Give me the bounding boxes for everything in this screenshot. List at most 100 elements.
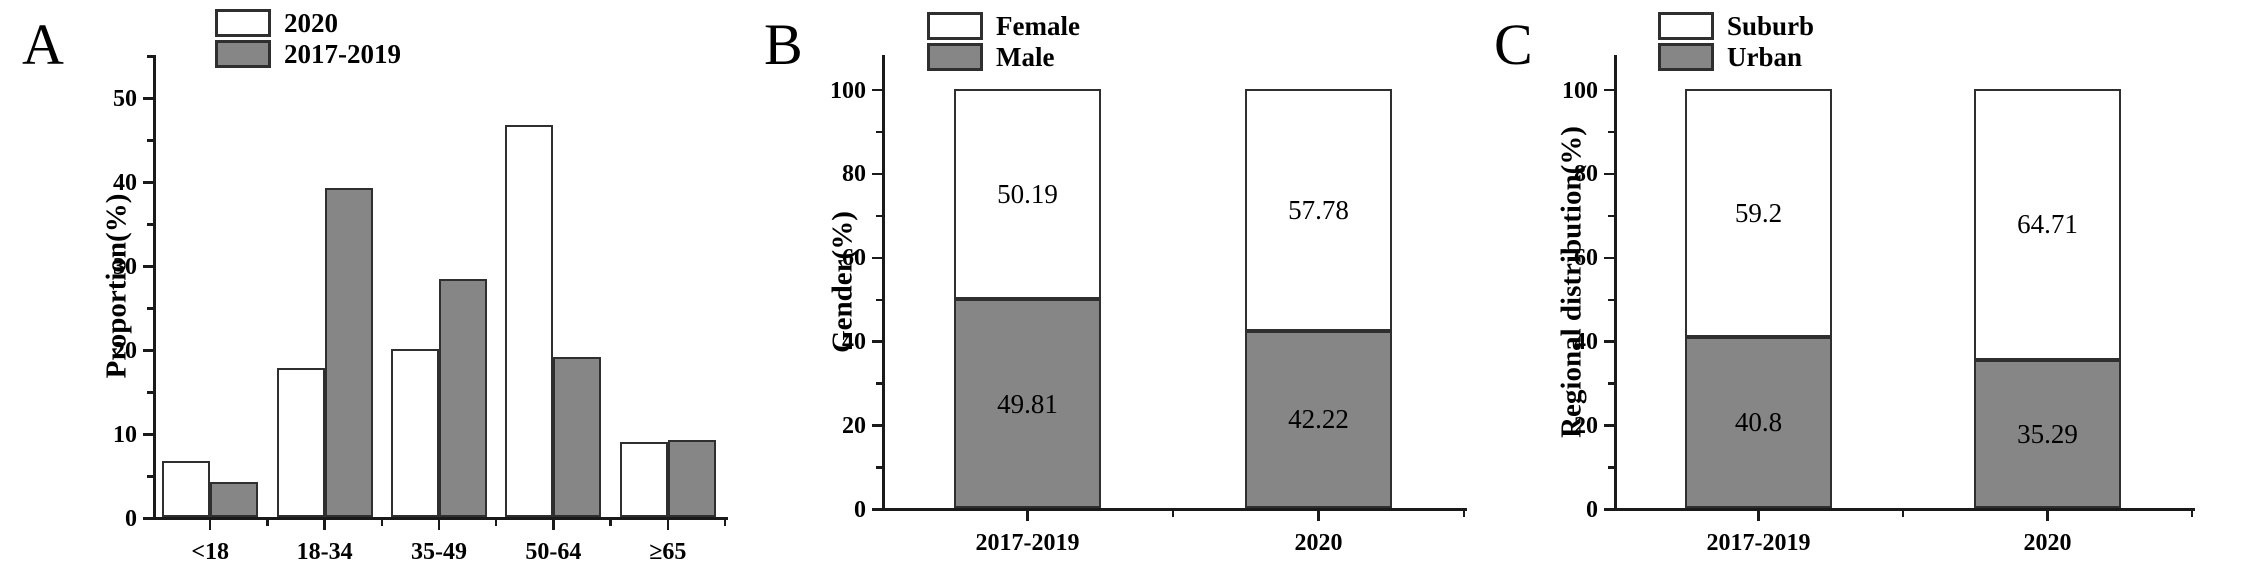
x-category-label-b-0: 2017-2019 [975, 530, 1080, 556]
y-major-tick-c [1604, 340, 1614, 343]
y-major-tick-a [143, 433, 153, 436]
bar-a-2017-2019-1 [324, 187, 373, 517]
x-major-tick-a [437, 520, 441, 530]
x-category-label-c-0: 2017-2019 [1706, 530, 1811, 556]
bar-a-2017-2019-4 [667, 439, 716, 517]
y-major-tick-b [872, 424, 882, 427]
x-category-label-a-2: 35-49 [411, 539, 467, 565]
y-minor-tick-b [876, 466, 882, 469]
y-major-tick-a [143, 265, 153, 268]
x-major-tick-a [323, 520, 326, 530]
x-category-label-a-4: ≥65 [649, 539, 687, 565]
y-major-tick-c [1604, 256, 1614, 260]
bar-a-2020-0 [162, 460, 211, 517]
y-minor-tick-c [1608, 382, 1614, 385]
panel-a: A Proportion(%) 2020 2017-2019 0 10 20 30 40 5… [0, 0, 760, 587]
legend-c: Suburb Urban [1658, 11, 1814, 73]
y-tick-label-c-20: 20 [1574, 413, 1598, 440]
x-minor-tick-a [494, 520, 498, 526]
legend-label-suburb: Suburb [1727, 11, 1815, 41]
bar-segment-b-female-0 [954, 88, 1101, 300]
y-major-tick-b [872, 172, 882, 176]
legend-label-male: Male [996, 42, 1055, 72]
y-minor-tick-c [1608, 466, 1614, 469]
bar-segment-b-male-0 [954, 299, 1101, 508]
y-major-tick-a [143, 181, 153, 184]
y-major-tick-b [872, 508, 882, 511]
y-minor-tick-c [1608, 214, 1614, 218]
y-major-tick-c [1604, 88, 1614, 92]
bar-a-2020-3 [505, 124, 554, 517]
bar-value-label-b-male-0: 49.81 [997, 388, 1058, 419]
legend-a: 2020 2017-2019 [215, 8, 401, 70]
bar-value-label-b-female-1: 57.78 [1288, 194, 1349, 225]
legend-swatch-female [927, 12, 983, 40]
y-minor-tick-a [147, 223, 153, 226]
y-major-tick-b [872, 340, 882, 343]
y-tick-label-c-40: 40 [1574, 329, 1598, 356]
x-major-tick-b [1026, 511, 1029, 521]
x-minor-tick-a [380, 520, 384, 526]
y-tick-label-b-40: 40 [842, 329, 866, 356]
bar-value-label-b-female-0: 50.19 [997, 178, 1058, 209]
legend-label-2020: 2020 [284, 8, 338, 38]
x-major-tick-b [1317, 511, 1320, 521]
y-major-tick-a [143, 349, 153, 352]
bar-value-label-c-suburb-1: 64.71 [2017, 209, 2078, 240]
x-category-label-a-1: 18-34 [296, 539, 353, 565]
y-major-tick-a [143, 97, 153, 100]
y-major-tick-b [872, 88, 882, 92]
y-major-tick-c [1604, 508, 1614, 511]
bar-segment-c-urban-0 [1685, 336, 1832, 508]
y-axis-line-b [882, 55, 885, 511]
y-tick-label-c-100: 100 [1562, 77, 1598, 104]
x-axis-line-b [882, 508, 1467, 511]
legend-item-a-0: 2020 [215, 8, 401, 38]
panel-b: B Gender(%) Female Male 49.81 50.19 42.22 57… [760, 0, 1490, 587]
x-major-tick-a [552, 520, 555, 530]
bar-segment-b-female-1 [1245, 88, 1392, 331]
panel-label-a: A [22, 12, 64, 77]
y-minor-tick-a [147, 55, 153, 58]
y-tick-label-c-80: 80 [1574, 161, 1598, 188]
x-major-tick-c [1757, 511, 1760, 521]
x-minor-tick-c [1901, 511, 1905, 517]
bar-value-label-b-male-1: 42.22 [1288, 404, 1349, 435]
x-category-label-c-1: 2020 [2023, 530, 2072, 556]
bar-a-2017-2019-2 [439, 279, 487, 517]
y-major-tick-c [1604, 424, 1614, 427]
x-axis-line-a [153, 517, 728, 520]
legend-item-b-0: Female [927, 11, 1080, 41]
y-minor-tick-a [147, 307, 153, 310]
x-major-tick-c [2046, 511, 2049, 521]
x-minor-tick-a [266, 520, 269, 526]
y-minor-tick-b [876, 298, 882, 302]
panel-label-c: C [1494, 12, 1533, 77]
y-tick-label-b-0: 0 [854, 497, 866, 523]
legend-item-c-1: Urban [1658, 42, 1814, 72]
y-minor-tick-b [876, 382, 882, 385]
panel-label-b: B [764, 12, 803, 77]
bar-a-2020-4 [619, 442, 668, 517]
y-major-tick-c [1604, 172, 1614, 176]
legend-label-female: Female [996, 11, 1080, 41]
y-minor-tick-b [876, 214, 882, 218]
x-axis-line-c [1614, 508, 2195, 511]
y-minor-tick-a [147, 139, 153, 142]
bar-segment-c-urban-1 [1974, 359, 2121, 508]
x-minor-tick-b [1171, 511, 1175, 517]
y-major-tick-b [872, 256, 882, 260]
y-minor-tick-b [876, 130, 882, 134]
bar-segment-c-suburb-1 [1974, 88, 2121, 360]
bar-a-2020-1 [276, 368, 325, 517]
x-category-label-a-0: <18 [191, 539, 230, 565]
legend-swatch-2020 [215, 9, 271, 37]
legend-item-c-0: Suburb [1658, 11, 1814, 41]
legend-b: Female Male [927, 11, 1080, 73]
y-major-tick-a [143, 517, 153, 520]
y-tick-label-c-60: 60 [1574, 245, 1598, 272]
x-minor-tick-a [723, 520, 727, 526]
y-tick-label-c-0: 0 [1586, 497, 1598, 523]
panel-c: C Regional distribution(%) Suburb Urban 4… [1490, 0, 2242, 587]
